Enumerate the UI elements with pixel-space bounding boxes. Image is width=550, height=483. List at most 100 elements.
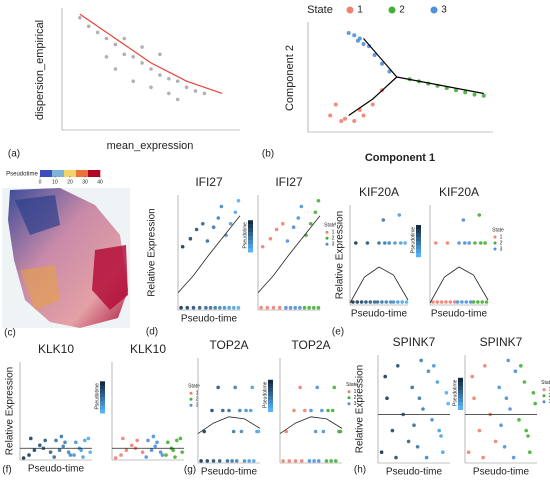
data-point	[119, 453, 123, 457]
data-point	[83, 438, 87, 443]
panel-title: SPINK7	[480, 335, 523, 349]
data-point	[131, 55, 135, 59]
colorbar-segment	[416, 233, 421, 238]
data-point	[324, 459, 329, 463]
data-point	[72, 453, 76, 457]
data-point	[444, 300, 448, 304]
trend-line	[279, 416, 343, 434]
x-axis-label: Pseudo-time	[386, 467, 443, 478]
panel-label: (g)	[184, 465, 196, 476]
colorbar-segment	[248, 240, 253, 245]
data-point	[452, 300, 457, 304]
data-point	[370, 102, 375, 107]
data-point	[343, 116, 347, 121]
trend-line	[257, 215, 321, 294]
legend-swatch	[325, 236, 329, 240]
data-point	[208, 305, 213, 310]
panel-title: IFI27	[195, 175, 223, 189]
data-point	[316, 198, 321, 203]
data-point	[424, 455, 429, 460]
trend-line	[429, 266, 489, 304]
data-point	[473, 241, 477, 245]
legend-swatch	[388, 6, 396, 14]
data-point	[309, 408, 313, 413]
data-point	[368, 300, 373, 304]
data-point	[497, 385, 502, 390]
data-point	[244, 408, 248, 413]
legend-swatch	[189, 403, 193, 407]
data-point	[435, 300, 440, 304]
data-point	[121, 436, 125, 441]
colorbar-segment	[416, 241, 421, 246]
data-point	[239, 429, 244, 434]
data-point	[281, 459, 285, 463]
legend-swatch	[346, 6, 354, 14]
data-point	[191, 305, 196, 310]
data-point	[293, 305, 298, 310]
data-point	[364, 300, 368, 304]
panel-title: SPINK7	[393, 335, 436, 349]
data-point	[210, 408, 214, 413]
data-point	[225, 459, 230, 463]
data-point	[463, 90, 468, 95]
colorbar-segment	[40, 170, 53, 177]
data-point	[54, 438, 58, 443]
data-point	[333, 102, 338, 107]
data-point	[302, 305, 307, 310]
trend-line	[79, 13, 223, 94]
data-point	[396, 364, 400, 368]
data-point	[467, 241, 471, 245]
legend-title: State	[324, 223, 336, 229]
legend-label: 1	[332, 230, 335, 236]
data-point	[431, 300, 435, 304]
data-point	[439, 434, 443, 438]
data-point	[104, 36, 109, 41]
data-point	[175, 438, 179, 443]
data-point	[372, 300, 377, 304]
tissue-region	[20, 265, 60, 310]
colorbar-segment	[268, 387, 273, 392]
colorbar-segment	[268, 383, 273, 388]
data-point	[149, 67, 153, 71]
panel-label: (b)	[262, 149, 274, 160]
colorbar-segment	[88, 170, 101, 177]
data-point	[149, 448, 154, 453]
legend-title: State	[492, 227, 504, 233]
legend-title: State	[188, 384, 200, 390]
data-point	[140, 45, 144, 49]
colorbar-segment	[416, 253, 421, 258]
colorbar-segment	[248, 224, 253, 229]
data-point	[387, 241, 391, 245]
data-point	[329, 459, 333, 463]
data-point	[113, 456, 118, 460]
data-point	[377, 241, 381, 245]
data-point	[52, 455, 56, 459]
data-point	[43, 438, 47, 443]
data-point	[316, 305, 321, 310]
data-point	[27, 453, 31, 457]
legend-label: 3	[441, 5, 447, 16]
colorbar-segment	[416, 249, 421, 254]
colorbar-segment	[458, 381, 463, 386]
data-point	[233, 210, 238, 215]
data-point	[222, 305, 227, 310]
data-point	[268, 236, 273, 241]
data-point	[383, 241, 387, 245]
data-point	[277, 305, 282, 310]
x-axis-label: Pseudo-time	[201, 467, 258, 478]
legend-swatch	[347, 396, 351, 400]
data-point	[439, 300, 444, 304]
data-point	[292, 408, 296, 413]
colorbar-segment	[248, 248, 253, 253]
colorbar-segment	[248, 220, 253, 225]
data-point	[61, 444, 65, 449]
data-point	[446, 401, 451, 406]
data-point	[434, 241, 438, 245]
legend-swatch	[189, 397, 193, 401]
colorbar-tick-label: 0	[39, 179, 42, 185]
legend-swatch	[430, 6, 438, 14]
data-point	[396, 300, 400, 304]
data-point	[326, 408, 330, 413]
data-point	[355, 300, 360, 304]
data-point	[167, 76, 171, 81]
